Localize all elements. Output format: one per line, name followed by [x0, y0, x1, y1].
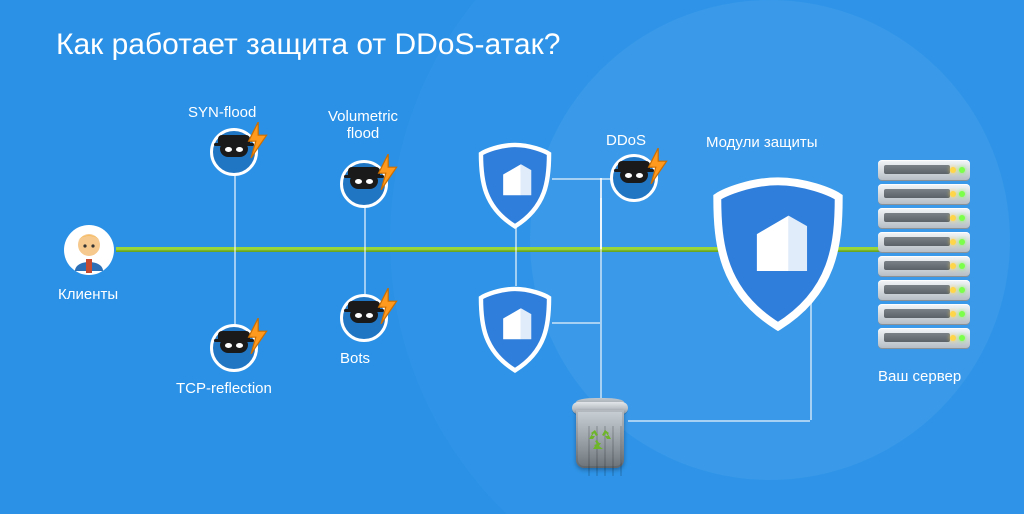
attacker-tcp: [210, 324, 266, 372]
server-unit: [878, 160, 970, 180]
server-rack: [878, 160, 970, 352]
server-unit: [878, 256, 970, 276]
shield-label: Модули защиты: [706, 134, 818, 151]
attacker-label-bots: Bots: [340, 350, 370, 367]
connector: [552, 322, 600, 324]
lightning-icon: [244, 318, 270, 354]
connector: [515, 249, 517, 286]
shield-top: [478, 142, 552, 229]
connector: [234, 172, 236, 249]
server-unit: [878, 328, 970, 348]
attacker-label-ddos: DDoS: [606, 132, 646, 149]
server-unit: [878, 232, 970, 252]
server-unit: [878, 280, 970, 300]
attacker-label-vol: Volumetric flood: [328, 108, 398, 142]
server-unit: [878, 208, 970, 228]
connector: [234, 249, 236, 328]
shield-main: [712, 176, 844, 332]
connector: [364, 249, 366, 298]
server-unit: [878, 304, 970, 324]
lightning-icon: [374, 154, 400, 190]
client-icon: [62, 223, 116, 277]
attacker-vol: [340, 160, 396, 208]
page-title: Как работает защита от DDoS-атак?: [56, 28, 560, 62]
connector: [364, 204, 366, 249]
attacker-label-tcp: TCP-reflection: [176, 380, 272, 397]
connector: [628, 420, 810, 422]
trash-bin-icon: [572, 398, 628, 468]
shield-bot: [478, 286, 552, 373]
server-label: Ваш сервер: [878, 368, 961, 385]
attacker-syn: [210, 128, 266, 176]
shield-icon: [478, 286, 552, 373]
server-unit: [878, 184, 970, 204]
lightning-icon: [644, 148, 670, 184]
lightning-icon: [374, 288, 400, 324]
connector: [552, 178, 600, 180]
lightning-icon: [244, 122, 270, 158]
attacker-ddos: [610, 154, 666, 202]
connector: [600, 178, 602, 398]
attacker-bots: [340, 294, 396, 342]
diagram-canvas: Как работает защита от DDoS-атак? SYN-flo…: [0, 0, 1024, 514]
attacker-label-syn: SYN-flood: [188, 104, 256, 121]
shield-icon: [712, 176, 844, 332]
shield-icon: [478, 142, 552, 229]
client-label: Клиенты: [58, 286, 118, 303]
